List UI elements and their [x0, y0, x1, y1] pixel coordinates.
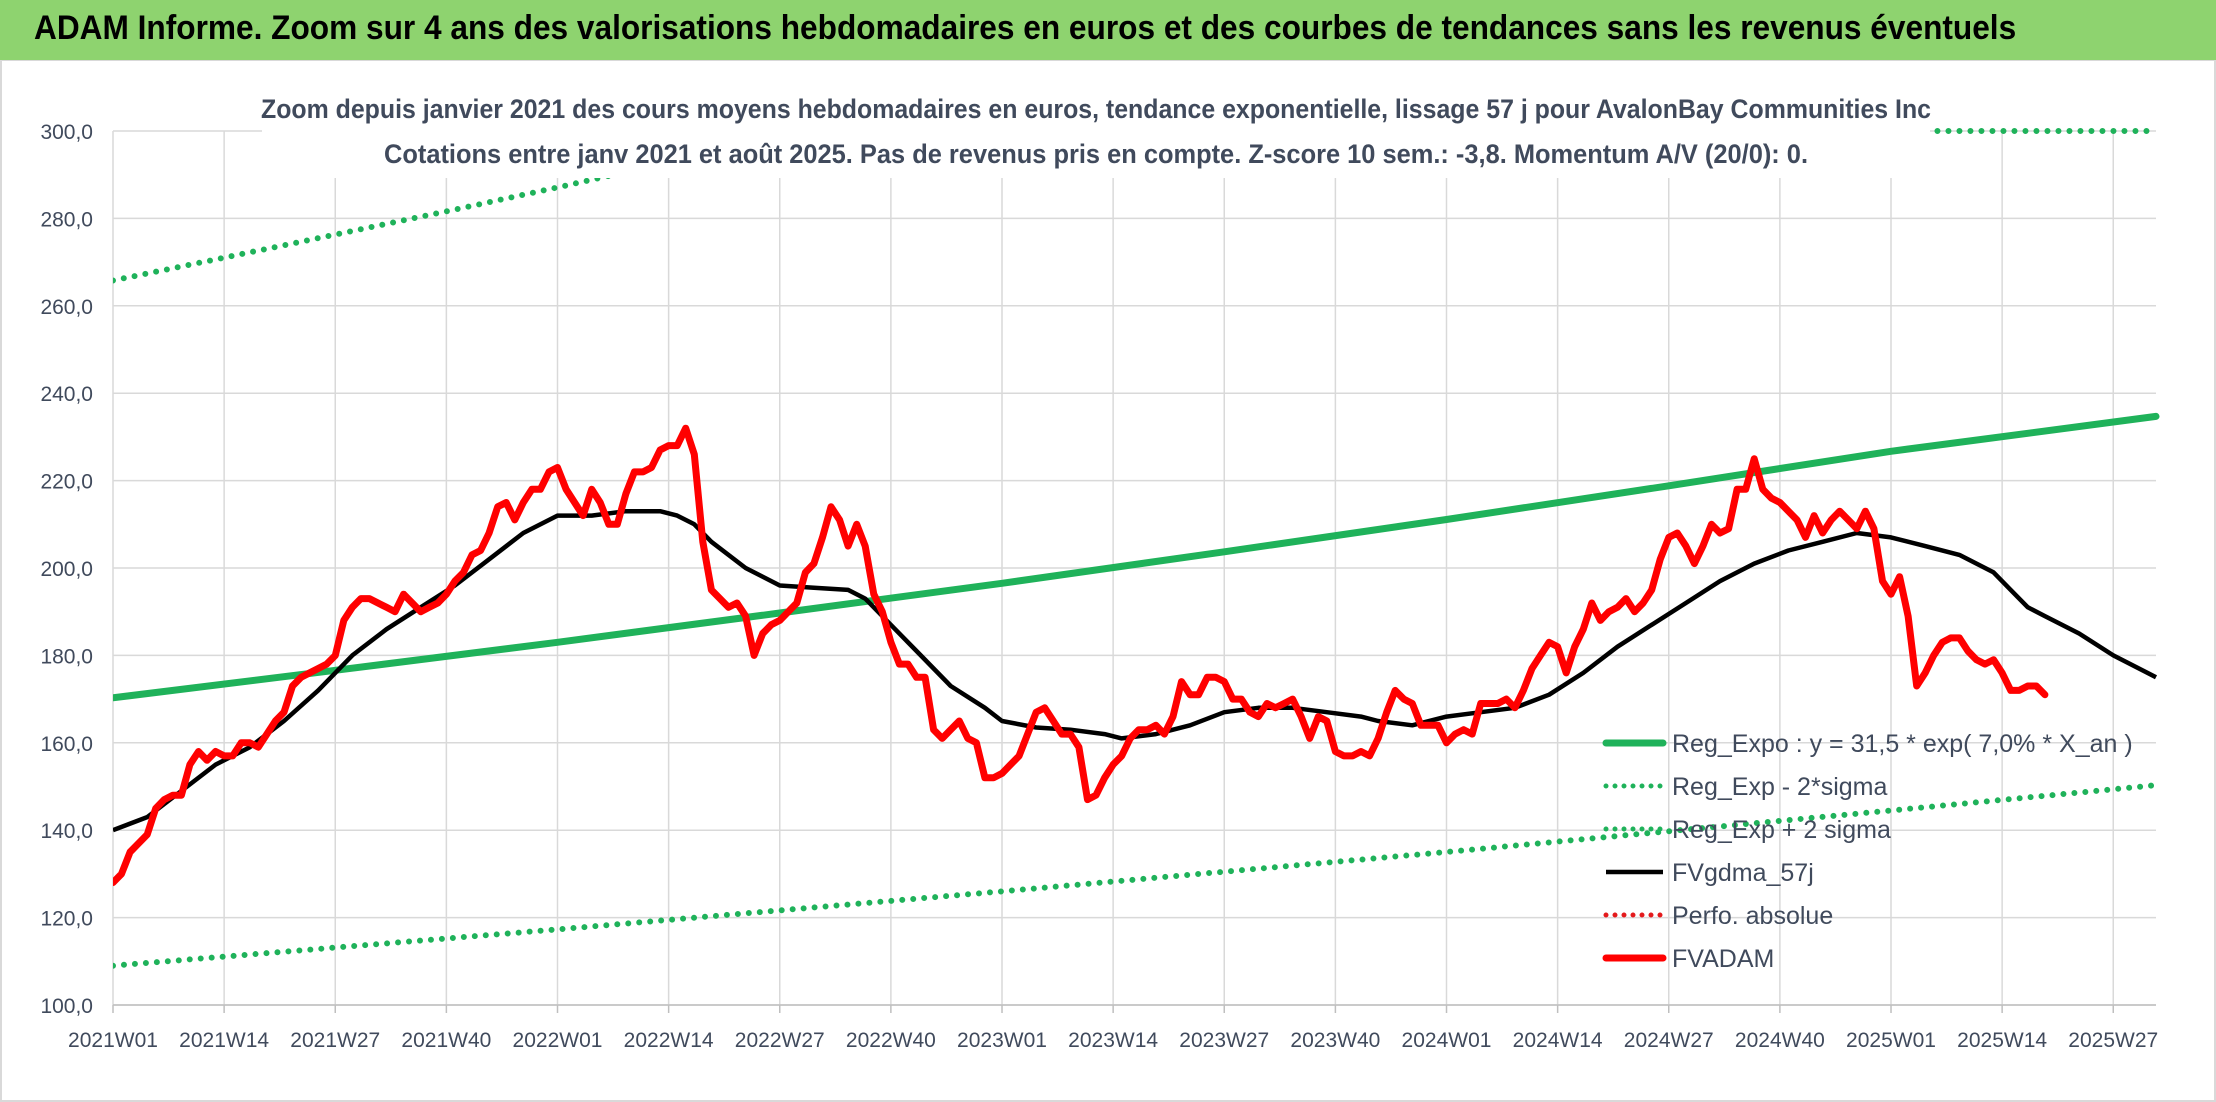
legend-label: Reg_Exp - 2*sigma [1672, 773, 1887, 801]
legend: Reg_Expo : y = 31,5 * exp( 7,0% * X_an )… [1602, 730, 2133, 973]
x-tick-label: 2024W27 [1624, 1029, 1714, 1052]
y-tick-label: 180,0 [40, 645, 93, 668]
legend-label: Reg_Exp + 2 sigma [1672, 816, 1891, 844]
x-tick-label: 2023W27 [1179, 1029, 1269, 1052]
x-tick-label: 2023W01 [957, 1029, 1047, 1052]
series-line-fvadam [113, 424, 2049, 887]
x-tick-label: 2025W14 [1957, 1029, 2047, 1052]
y-tick-label: 100,0 [40, 995, 93, 1018]
x-tick-label: 2024W40 [1735, 1029, 1825, 1052]
x-tick-label: 2022W01 [513, 1029, 603, 1052]
legend-label: FVgdma_57j [1672, 859, 1814, 887]
y-tick-label: 140,0 [40, 820, 93, 843]
y-tick-label: 220,0 [40, 471, 93, 494]
series-line-reg-exp [113, 782, 2159, 969]
x-tick-label: 2025W01 [1846, 1029, 1936, 1052]
x-tick-label: 2023W40 [1290, 1029, 1380, 1052]
x-tick-label: 2024W01 [1402, 1029, 1492, 1052]
y-tick-label: 280,0 [40, 208, 93, 231]
y-tick-label: 300,0 [40, 121, 93, 144]
x-tick-label: 2021W27 [290, 1029, 380, 1052]
legend-label: Reg_Expo : y = 31,5 * exp( 7,0% * X_an ) [1672, 730, 2133, 758]
x-tick-label: 2022W27 [735, 1029, 825, 1052]
title-background [262, 86, 1930, 178]
chart-subtitle: Cotations entre janv 2021 et août 2025. … [384, 139, 1808, 169]
x-tick-label: 2021W40 [401, 1029, 491, 1052]
y-tick-label: 260,0 [40, 296, 93, 319]
legend-label: Perfo. absolue [1672, 902, 1833, 930]
chart: Zoom depuis janvier 2021 des cours moyen… [0, 60, 2216, 1102]
page-title: ADAM Informe. Zoom sur 4 ans des valoris… [34, 9, 2017, 47]
chart-title-block: Zoom depuis janvier 2021 des cours moyen… [261, 86, 1931, 178]
y-tick-label: 120,0 [40, 908, 93, 931]
y-tick-label: 240,0 [40, 383, 93, 406]
x-tick-label: 2025W27 [2068, 1029, 2158, 1052]
chart-border [0, 60, 2216, 1102]
x-tick-label: 2023W14 [1068, 1029, 1158, 1052]
legend-label: FVADAM [1672, 945, 1774, 973]
y-tick-label: 160,0 [40, 733, 93, 756]
header-bar: ADAM Informe. Zoom sur 4 ans des valoris… [0, 0, 2216, 60]
series-line-fvgdma-57j [113, 508, 2158, 833]
x-tick-label: 2024W14 [1513, 1029, 1603, 1052]
axes: 100,0 120,0 140,0 160,0 180,0 200,0 220,0 240,0… [40, 121, 2158, 1052]
x-tick-label: 2021W01 [68, 1029, 158, 1052]
x-tick-label: 2022W14 [624, 1029, 714, 1052]
y-tick-label: 200,0 [40, 558, 93, 581]
x-tick-label: 2021W14 [179, 1029, 269, 1052]
chart-title: Zoom depuis janvier 2021 des cours moyen… [261, 94, 1931, 124]
series-line-reg-expo [113, 412, 2160, 702]
x-tick-label: 2022W40 [846, 1029, 936, 1052]
